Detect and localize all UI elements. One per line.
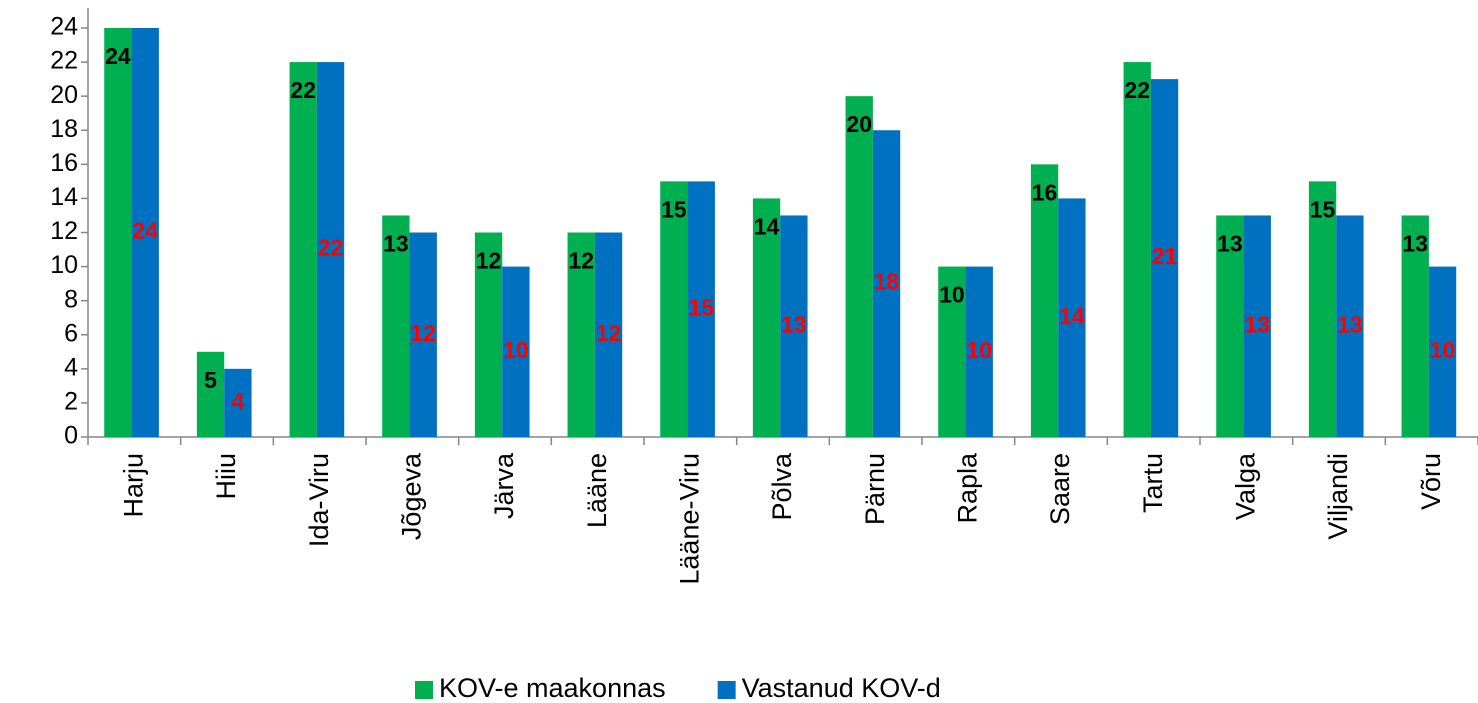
data-label: 24 — [105, 43, 131, 69]
bar — [382, 215, 410, 437]
bar — [965, 266, 993, 437]
x-tick-label: Pärnu — [860, 453, 890, 525]
bar — [687, 181, 715, 437]
y-tick-label: 16 — [50, 149, 78, 177]
data-label: 13 — [1217, 231, 1243, 257]
legend-swatch — [415, 681, 433, 699]
x-tick-label: Harju — [118, 453, 148, 518]
data-label: 12 — [568, 248, 594, 274]
bar — [780, 215, 808, 437]
bar — [1216, 215, 1244, 437]
x-tick-label: Valga — [1230, 452, 1260, 520]
y-tick-label: 8 — [64, 285, 78, 313]
data-label: 10 — [503, 337, 529, 363]
data-label: 16 — [1032, 179, 1058, 205]
x-tick-label: Lääne-Viru — [674, 453, 704, 585]
bar — [316, 62, 345, 437]
y-tick-label: 10 — [50, 251, 78, 279]
bar — [660, 181, 688, 437]
bar — [1336, 215, 1364, 437]
bar — [1428, 266, 1457, 437]
data-label: 12 — [596, 320, 622, 346]
y-tick-label: 0 — [64, 422, 78, 450]
bar — [196, 351, 225, 437]
data-label: 4 — [231, 388, 244, 414]
y-tick-label: 4 — [64, 353, 78, 381]
bar — [474, 232, 503, 437]
y-tick-label: 24 — [50, 13, 78, 41]
x-tick-label: Järva — [489, 452, 519, 519]
y-tick-label: 2 — [64, 388, 78, 416]
data-label: 24 — [132, 218, 158, 244]
bar — [594, 232, 623, 437]
bar — [409, 232, 437, 437]
x-tick-label: Viljandi — [1323, 453, 1353, 540]
x-tick-label: Ida-Viru — [304, 453, 334, 547]
data-label: 13 — [1337, 311, 1363, 337]
bar — [872, 130, 901, 437]
bar — [567, 232, 595, 437]
y-tick-label: 20 — [50, 81, 78, 109]
bar — [845, 96, 873, 438]
y-tick-label: 22 — [50, 47, 78, 75]
x-tick-label: Hiiu — [211, 453, 241, 500]
bar — [1150, 79, 1179, 437]
bar — [289, 62, 317, 437]
bar — [1243, 215, 1271, 437]
data-label: 22 — [290, 77, 316, 103]
bar — [938, 266, 966, 437]
x-tick-label: Saare — [1045, 453, 1075, 525]
data-label: 13 — [383, 231, 409, 257]
data-label: 15 — [661, 196, 687, 222]
data-label: 5 — [204, 367, 217, 393]
data-label: 15 — [688, 294, 714, 320]
data-label: 15 — [1310, 196, 1336, 222]
y-tick-label: 14 — [50, 183, 78, 211]
data-label: 10 — [1430, 337, 1456, 363]
x-tick-label: Võru — [1416, 453, 1446, 510]
data-label: 20 — [846, 111, 872, 137]
data-label: 14 — [1059, 303, 1085, 329]
legend-label: KOV-e maakonnas — [439, 673, 666, 703]
x-tick-label: Jõgeva — [396, 452, 426, 540]
data-label: 10 — [939, 282, 965, 308]
legend-label: Vastanud KOV-d — [742, 673, 941, 703]
bar — [1058, 198, 1086, 437]
x-tick-label: Lääne — [582, 453, 612, 528]
x-tick-label: Rapla — [952, 452, 982, 524]
data-label: 21 — [1152, 243, 1178, 269]
data-label: 10 — [966, 337, 992, 363]
data-label: 22 — [318, 235, 344, 261]
data-label: 13 — [1244, 311, 1270, 337]
legend-swatch — [717, 681, 736, 699]
data-label: 13 — [781, 311, 807, 337]
bar — [131, 28, 159, 437]
bar — [1401, 215, 1429, 437]
y-tick-label: 12 — [50, 217, 78, 245]
bar — [104, 28, 132, 437]
bar — [1030, 164, 1059, 438]
bar — [752, 198, 781, 437]
data-label: 12 — [476, 248, 502, 274]
x-tick-label: Tartu — [1138, 453, 1168, 513]
bar — [1123, 62, 1151, 437]
bar — [224, 368, 252, 437]
bar — [1308, 181, 1337, 437]
x-tick-label: Põlva — [767, 452, 797, 521]
data-label: 22 — [1124, 77, 1150, 103]
data-label: 12 — [410, 320, 436, 346]
y-tick-label: 6 — [64, 319, 78, 347]
data-label: 18 — [874, 269, 900, 295]
data-label: 13 — [1402, 231, 1428, 257]
data-label: 14 — [754, 213, 780, 239]
y-tick-label: 18 — [50, 115, 78, 143]
bar — [502, 266, 530, 437]
